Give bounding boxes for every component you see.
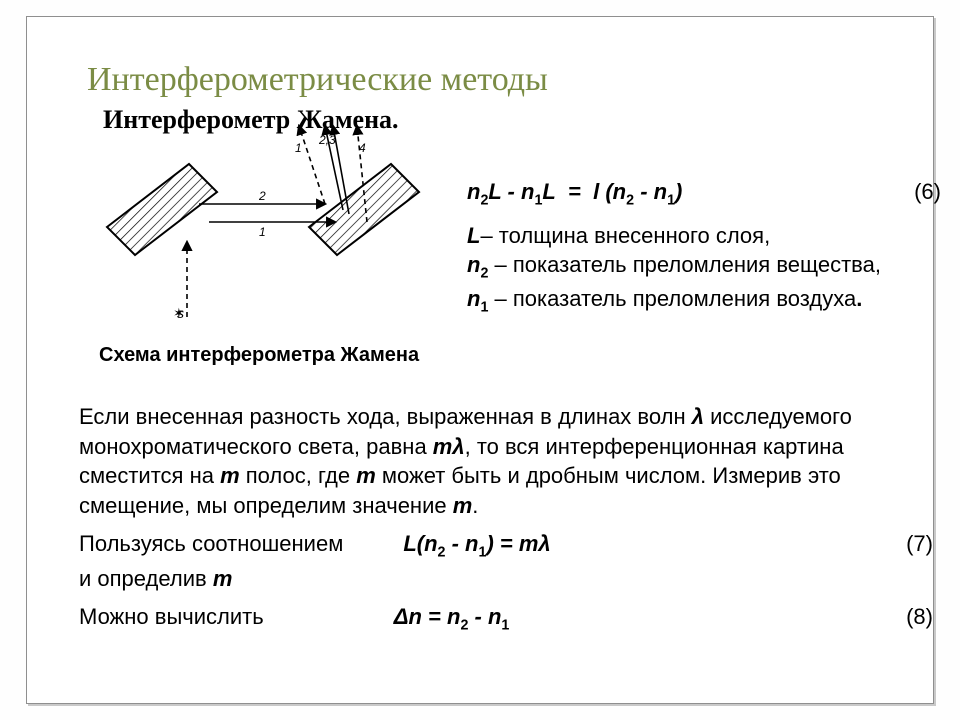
eq8-prefix: Можно вычислить <box>79 602 264 636</box>
label-s-star: ✶ <box>173 305 185 321</box>
body-text: Если внесенная разность хода, выраженная… <box>79 402 949 636</box>
equation-block: n2L - n1L = l (n2 - n1) (6) L– толщина в… <box>467 177 947 318</box>
label-r4: 4 <box>359 141 366 155</box>
def-L: L– толщина внесенного слоя, <box>467 221 947 251</box>
slide-frame: Интерферометрические методы Интерферомет… <box>26 16 934 704</box>
eq6-formula: n2L - n1L = l (n2 - n1) <box>467 177 682 211</box>
label-r1: 1 <box>295 141 302 155</box>
slide-title: Интерферометрические методы <box>87 61 548 99</box>
eq7-formula: L(n2 - n1) = mλ <box>343 529 906 563</box>
paragraph: Если внесенная разность хода, выраженная… <box>79 402 949 521</box>
right-prism <box>309 164 419 255</box>
def-L-text: – толщина внесенного слоя, <box>480 223 770 248</box>
line-m: и определив m <box>79 564 949 594</box>
label-path2: 2 <box>258 189 266 203</box>
def-n2: n2 – показатель преломления вещества, <box>467 250 947 284</box>
definitions: L– толщина внесенного слоя, n2 – показат… <box>467 221 947 318</box>
equation-7-line: Пользуясь соотношением L(n2 - n1) = mλ (… <box>79 529 949 563</box>
equation-8-line: Можно вычислить Δn = n2 - n1 (8) <box>79 602 949 636</box>
left-prism <box>107 164 217 255</box>
eq7-prefix: Пользуясь соотношением <box>79 529 343 563</box>
def-n1: n1 – показатель преломления воздуха. <box>467 284 947 318</box>
equation-6: n2L - n1L = l (n2 - n1) (6) <box>467 177 947 211</box>
eq7-number: (7) <box>906 529 949 563</box>
diagram-caption: Схема интерферометра Жамена <box>99 344 419 367</box>
eq8-formula: Δn = n2 - n1 <box>264 602 906 636</box>
jamin-diagram: s ✶ 2 1 1 2,3 4 <box>99 122 429 332</box>
label-path1: 1 <box>259 225 266 239</box>
eq6-number: (6) <box>914 177 947 211</box>
label-r23: 2,3 <box>318 133 336 147</box>
eq8-number: (8) <box>906 602 949 636</box>
